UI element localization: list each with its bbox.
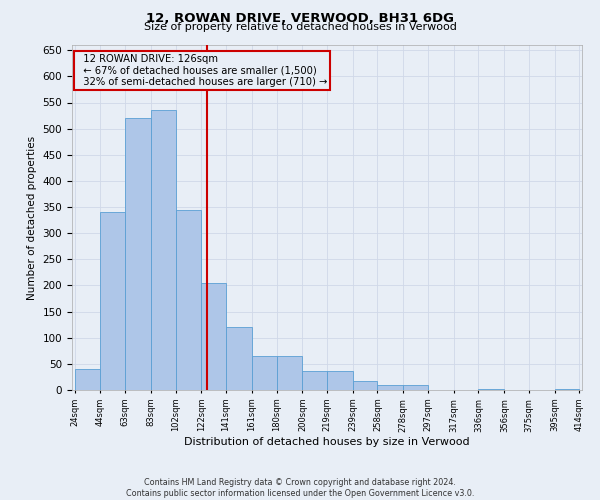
Bar — [403, 385, 428, 390]
Bar — [327, 370, 353, 390]
Text: 12 ROWAN DRIVE: 126sqm
  ← 67% of detached houses are smaller (1,500)
  32% of s: 12 ROWAN DRIVE: 126sqm ← 67% of detached… — [77, 54, 328, 87]
Bar — [353, 381, 377, 390]
Text: Size of property relative to detached houses in Verwood: Size of property relative to detached ho… — [143, 22, 457, 32]
Bar — [277, 356, 302, 390]
Bar — [100, 212, 125, 390]
Bar — [478, 389, 505, 390]
Bar — [377, 385, 403, 390]
X-axis label: Distribution of detached houses by size in Verwood: Distribution of detached houses by size … — [184, 437, 470, 447]
Bar — [555, 389, 580, 390]
Bar — [74, 369, 100, 390]
Bar — [202, 283, 226, 390]
Bar — [252, 356, 277, 390]
Bar — [226, 328, 252, 390]
Bar — [302, 370, 327, 390]
Y-axis label: Number of detached properties: Number of detached properties — [27, 136, 37, 300]
Bar — [125, 118, 151, 390]
Text: Contains HM Land Registry data © Crown copyright and database right 2024.
Contai: Contains HM Land Registry data © Crown c… — [126, 478, 474, 498]
Bar — [151, 110, 176, 390]
Text: 12, ROWAN DRIVE, VERWOOD, BH31 6DG: 12, ROWAN DRIVE, VERWOOD, BH31 6DG — [146, 12, 454, 26]
Bar — [176, 210, 202, 390]
